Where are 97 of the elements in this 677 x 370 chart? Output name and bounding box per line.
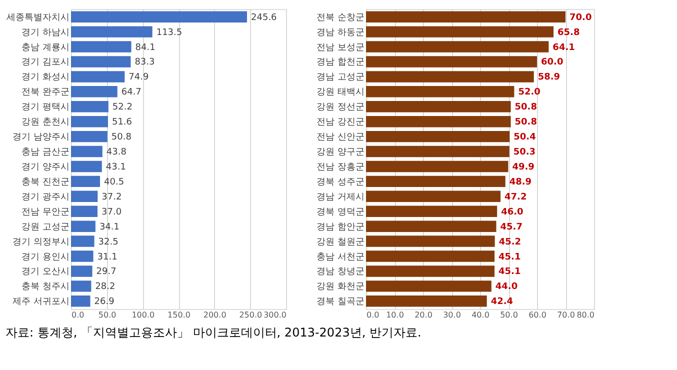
y-tick-label: 경남 고성군: [316, 72, 364, 83]
y-tick-label: 전남 보성군: [316, 42, 364, 53]
y-tick-label: 강원 춘천시: [22, 118, 70, 128]
data-label: 45.7: [500, 222, 522, 232]
x-tick-label: 250.0: [239, 310, 262, 320]
y-tick-label: 전남 신안군: [316, 132, 364, 143]
data-label: 29.7: [96, 267, 116, 278]
data-label: 45.2: [498, 237, 522, 248]
y-tick-label: 경기 의정부시: [12, 237, 70, 248]
y-tick-label: 강원 고성군: [22, 222, 70, 232]
data-label: 37.0: [102, 207, 122, 218]
y-tick-label: 경남 함안군: [316, 222, 364, 232]
x-tick-label: 20.0: [414, 310, 432, 320]
y-tick-label: 전남 무안군: [22, 207, 70, 218]
x-tick-label: 70.0: [557, 310, 575, 320]
x-tick-label: 0.0: [366, 310, 380, 320]
x-tick-label: 40.0: [472, 310, 490, 320]
y-tick-label: 충북 진천군: [22, 177, 70, 188]
data-label: 83.3: [134, 58, 155, 68]
y-tick-label: 강원 정선군: [316, 102, 364, 113]
x-tick-label: 10.0: [386, 310, 404, 320]
data-label: 46.0: [501, 207, 524, 218]
data-label: 52.2: [112, 102, 132, 113]
x-tick-label: 100.0: [132, 310, 155, 320]
y-tick-label: 충북 청주시: [22, 282, 70, 292]
data-label: 43.8: [106, 148, 127, 158]
y-tick-label: 전남 장흥군: [316, 162, 364, 172]
y-tick-label: 강원 철원군: [316, 237, 364, 248]
data-label: 32.5: [98, 237, 118, 248]
y-tick-label: 경기 오산시: [22, 267, 70, 278]
data-label: 50.4: [514, 132, 536, 143]
data-label: 34.1: [99, 222, 120, 232]
data-label: 50.8: [111, 132, 132, 143]
data-label: 50.8: [514, 102, 537, 113]
y-tick-label: 경북 칠곡군: [316, 297, 364, 308]
x-tick-label: 0.0: [72, 310, 84, 320]
data-label: 26.9: [94, 297, 115, 308]
x-tick-label: 50.0: [98, 310, 116, 320]
data-label: 48.9: [509, 177, 532, 188]
x-tick-label: 300.0: [264, 310, 286, 320]
x-tick-label: 60.0: [528, 310, 546, 320]
y-tick-label: 경기 김포시: [22, 58, 70, 68]
data-label: 52.0: [518, 88, 540, 98]
y-tick-label: 경기 남양주시: [12, 132, 70, 143]
data-label: 113.5: [156, 28, 182, 38]
data-label: 60.0: [541, 58, 564, 68]
y-tick-label: 경북 영덕군: [316, 207, 364, 218]
y-tick-label: 경남 하동군: [316, 28, 364, 38]
y-tick-label: 강원 양구군: [316, 148, 364, 158]
y-tick-label: 충남 서천군: [316, 252, 364, 262]
data-label: 44.0: [495, 282, 518, 292]
y-tick-label: 강원 태백시: [316, 88, 364, 98]
data-label: 58.9: [538, 72, 560, 83]
y-tick-label: 강원 화천군: [316, 282, 364, 292]
x-tick-label: 150.0: [168, 310, 190, 320]
data-label: 245.6: [251, 12, 278, 23]
data-label: 45.1: [498, 252, 521, 262]
y-tick-label: 경기 하남시: [22, 28, 70, 38]
data-label: 64.1: [552, 42, 575, 53]
y-tick-label: 전북 순창군: [316, 12, 364, 23]
y-tick-label: 경기 용인시: [22, 252, 70, 262]
y-tick-label: 전북 완주군: [22, 88, 70, 98]
y-tick-label: 경기 양주시: [22, 162, 70, 172]
x-tick-label: 50.0: [500, 310, 518, 320]
data-label: 50.8: [514, 118, 537, 128]
data-label: 45.1: [498, 267, 521, 278]
y-tick-label: 경남 거제시: [316, 192, 364, 202]
data-label: 74.9: [128, 72, 149, 83]
y-tick-label: 세종특별자치시: [6, 12, 70, 23]
y-tick-label: 충남 금산군: [22, 148, 70, 158]
data-label: 64.7: [121, 88, 142, 98]
data-label: 40.5: [104, 177, 124, 188]
y-tick-label: 충남 계룡시: [22, 42, 70, 53]
data-label: 49.9: [512, 162, 534, 172]
x-tick-label: 200.0: [203, 310, 226, 320]
x-tick-label: 80.0: [576, 310, 594, 320]
y-tick-label: 제주 서귀포시: [12, 297, 70, 308]
y-tick-label: 경기 평택시: [22, 102, 70, 113]
y-tick-label: 경남 합천군: [316, 58, 364, 68]
data-label: 84.1: [135, 42, 156, 53]
data-label: 37.2: [102, 192, 122, 202]
y-tick-label: 경기 화성시: [22, 72, 70, 83]
data-label: 43.1: [106, 162, 126, 172]
data-label: 51.6: [112, 118, 132, 128]
y-tick-label: 경기 광주시: [22, 192, 70, 202]
data-label: 70.0: [570, 12, 592, 23]
data-label: 42.4: [490, 297, 514, 308]
x-tick-label: 30.0: [443, 310, 461, 320]
y-tick-label: 경남 창녕군: [316, 267, 364, 278]
data-label: 47.2: [504, 192, 527, 202]
y-tick-label: 경북 성주군: [316, 177, 364, 188]
text: 자료: 통계청, 「지역별고용조사」 마이크로데이터, 2013-2023년, 반기자료.: [6, 326, 422, 340]
data-label: 28.2: [95, 282, 116, 292]
data-label: 31.1: [97, 252, 118, 262]
data-label: 65.8: [558, 28, 580, 38]
y-tick-label: 전남 강진군: [316, 118, 364, 128]
data-label: 50.3: [513, 148, 536, 158]
